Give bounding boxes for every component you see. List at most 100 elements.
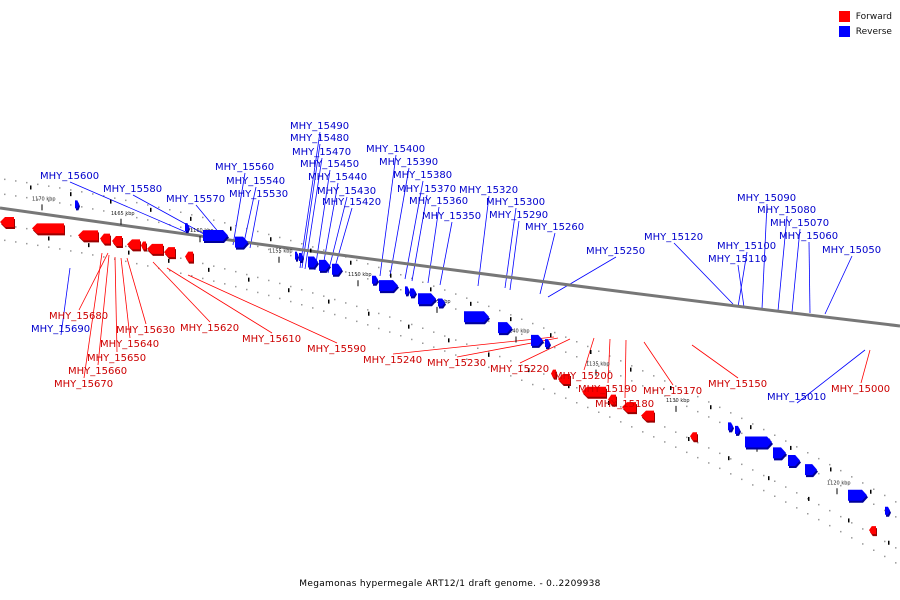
track-dot (818, 472, 820, 475)
track-dot (15, 226, 17, 228)
forward-gene-arrow (141, 241, 146, 250)
gene-label: MHY_15610 (242, 334, 301, 345)
track-dot (719, 467, 721, 470)
scale-tick-label: 1165 kbp (111, 211, 135, 217)
minor-tick (510, 317, 512, 322)
track-dot (367, 278, 369, 280)
gene-label: MHY_15570 (166, 194, 225, 205)
track-dot (895, 547, 897, 549)
track-dot (345, 271, 347, 273)
figure-caption: Megamonas hypermegale ART12/1 draft geno… (299, 579, 601, 589)
track-dot (433, 346, 435, 348)
scale-tick-label: 1170 kbp (32, 196, 56, 202)
track-dot (323, 249, 325, 251)
track-dot (532, 368, 534, 371)
track-dot (730, 458, 732, 460)
track-dot (400, 335, 402, 337)
track-dot (290, 300, 292, 303)
track-dot (818, 518, 820, 521)
reverse-gene-arrow (405, 286, 409, 295)
minor-tick (528, 368, 530, 373)
gene-label: MHY_15420 (322, 197, 381, 208)
track-dot (81, 206, 83, 208)
track-dot (191, 214, 193, 216)
track-dot (653, 375, 655, 377)
track-dot (92, 208, 94, 210)
track-dot (70, 250, 72, 252)
track-dot (510, 375, 512, 377)
gene-label: MHY_15010 (767, 392, 826, 403)
track-dot (521, 379, 523, 381)
forward-gene-arrow (551, 369, 556, 378)
minor-tick (430, 287, 432, 292)
track-dot (510, 314, 512, 316)
track-dot (70, 189, 72, 191)
track-dot (543, 373, 545, 375)
track-dot (81, 191, 83, 193)
leader-line (691, 344, 739, 379)
track-dot (191, 275, 193, 277)
track-dot (675, 431, 677, 433)
minor-tick (830, 467, 832, 472)
track-dot (741, 463, 743, 466)
track-dot (312, 307, 314, 309)
reverse-gene-arrow (773, 447, 786, 459)
track-dot (807, 452, 809, 454)
track-dot (752, 484, 754, 486)
gene-label: MHY_15620 (180, 323, 239, 334)
track-dot (290, 254, 292, 257)
track-dot (455, 339, 457, 341)
track-dot (829, 478, 831, 481)
track-dot (455, 308, 457, 310)
track-dot (334, 298, 336, 301)
leader-line (796, 349, 866, 404)
minor-tick (88, 243, 90, 248)
track-dot (642, 370, 644, 372)
gene-label: MHY_15220 (490, 364, 549, 375)
minor-tick (128, 250, 130, 255)
track-dot (323, 295, 325, 297)
track-dot (521, 318, 523, 320)
leader-line (120, 257, 131, 339)
track-dot (664, 395, 666, 397)
track-dot (763, 474, 765, 477)
reverse-gene-arrow (75, 200, 79, 209)
minor-tick (248, 277, 250, 282)
scale-tick-label: 1130 kbp (666, 398, 690, 404)
track-dot (4, 193, 6, 196)
track-dot (235, 270, 237, 273)
track-dot (576, 387, 578, 389)
track-dot (741, 417, 743, 420)
track-dot (895, 516, 897, 518)
minor-tick (790, 445, 792, 450)
leader-line (114, 256, 118, 353)
track-dot (675, 446, 677, 448)
track-dot (378, 266, 380, 269)
track-dot (433, 331, 435, 333)
minor-tick (808, 496, 810, 501)
track-dot (422, 281, 424, 283)
leader-line (97, 254, 110, 366)
gene-label: MHY_15490 (290, 121, 349, 132)
track-dot (400, 289, 402, 291)
track-dot (807, 498, 809, 500)
track-dot (598, 365, 600, 367)
track-dot (785, 486, 787, 488)
track-dot (686, 390, 688, 393)
forward-gene-arrow (608, 394, 616, 405)
leader-line (643, 341, 674, 386)
reverse-gene-arrow (203, 230, 228, 242)
track-dot (422, 327, 424, 329)
track-dot (114, 212, 116, 214)
gene-label: MHY_15690 (31, 324, 90, 335)
minor-tick (208, 267, 210, 272)
track-dot (26, 181, 28, 184)
gene-label: MHY_15120 (644, 232, 703, 243)
gene-label: MHY_15560 (215, 162, 274, 173)
track-dot (213, 280, 215, 282)
track-dot (224, 222, 226, 224)
track-dot (180, 257, 182, 259)
reverse-gene-arrow (885, 506, 890, 515)
minor-tick (590, 350, 592, 355)
gene-label: MHY_15050 (822, 245, 881, 256)
